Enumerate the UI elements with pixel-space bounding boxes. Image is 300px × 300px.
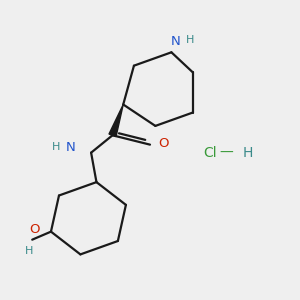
Text: Cl: Cl xyxy=(203,146,217,160)
Text: O: O xyxy=(158,137,169,150)
Text: H: H xyxy=(242,146,253,160)
Text: H: H xyxy=(186,35,194,45)
Text: H: H xyxy=(51,142,60,152)
Polygon shape xyxy=(109,104,123,136)
Text: O: O xyxy=(30,223,40,236)
Text: —: — xyxy=(219,146,233,160)
Text: N: N xyxy=(171,35,180,48)
Text: N: N xyxy=(65,141,75,154)
Text: H: H xyxy=(26,246,34,256)
